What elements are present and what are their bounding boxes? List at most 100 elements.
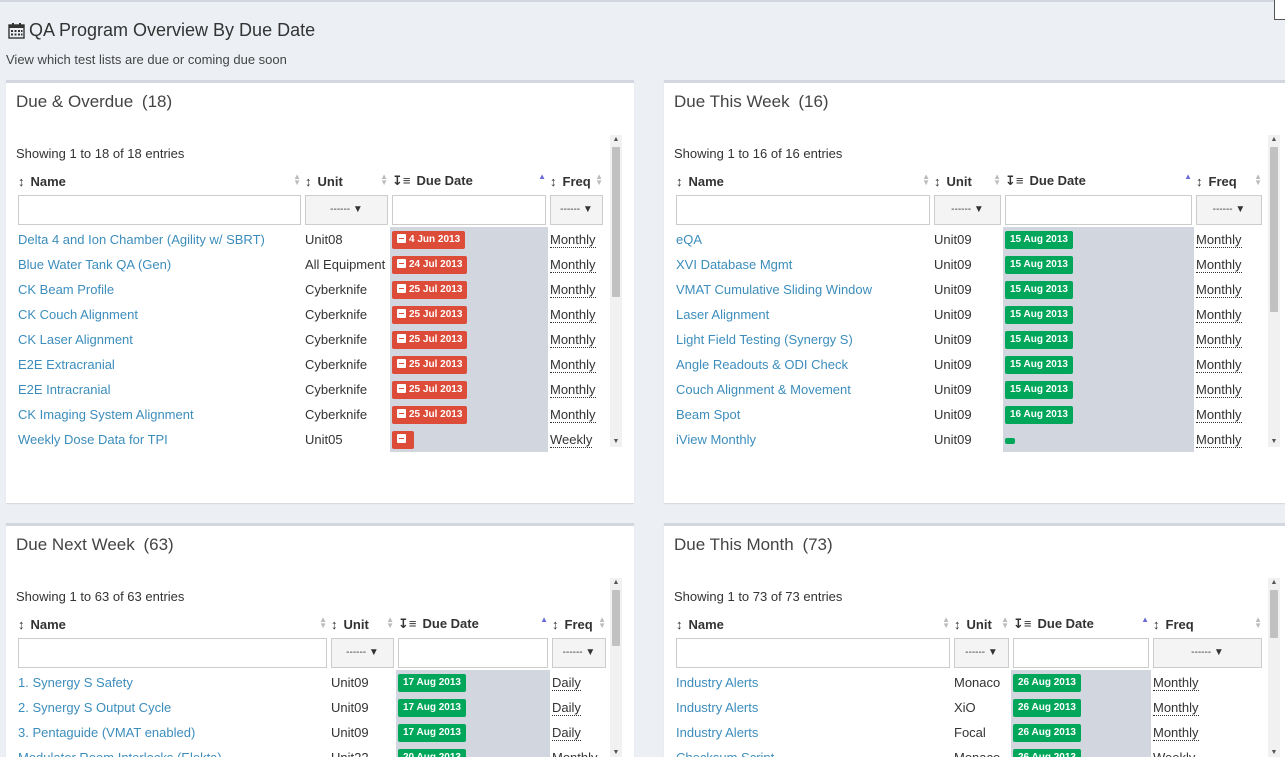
sort-ascending-icon: ▲ <box>538 172 546 181</box>
unit-filter-dropdown[interactable]: ------ ▼ <box>954 638 1009 668</box>
scrollbar-thumb[interactable] <box>1270 147 1278 312</box>
sort-arrows-icon: ▲ ▼ <box>1001 615 1009 630</box>
column-header-name[interactable]: ↕ Name ▲ ▼ <box>16 169 303 193</box>
column-header-freq[interactable]: ↕ Freq ▲ ▼ <box>1194 169 1264 193</box>
test-list-link[interactable]: CK Imaging System Alignment <box>18 407 194 422</box>
scroll-down-arrow-icon[interactable]: ▼ <box>612 438 620 445</box>
scroll-up-arrow-icon[interactable]: ▲ <box>1270 579 1278 586</box>
cell-due-date: 4 Jun 2013 <box>390 227 548 252</box>
cell-due-date: 17 Aug 2013 <box>396 695 550 720</box>
test-list-link[interactable]: Modulator Room Interlocks (Elekta) <box>18 750 222 757</box>
cell-unit: Focal <box>954 725 986 740</box>
test-list-link[interactable]: iView Monthly <box>676 432 756 447</box>
test-list-link[interactable]: Checksum Script <box>676 750 774 757</box>
column-header-unit[interactable]: ↕ Unit ▲ ▼ <box>932 169 1003 193</box>
due-date-filter-input[interactable] <box>398 638 548 668</box>
scroll-down-arrow-icon[interactable]: ▼ <box>612 749 620 756</box>
test-list-link[interactable]: E2E Extracranial <box>18 357 115 372</box>
name-filter-input[interactable] <box>18 638 327 668</box>
test-list-link[interactable]: CK Laser Alignment <box>18 332 133 347</box>
vertical-scrollbar[interactable]: ▲ ▼ <box>1268 578 1280 757</box>
column-header-unit[interactable]: ↕ Unit ▲ ▼ <box>329 612 396 636</box>
test-list-link[interactable]: Delta 4 and Ion Chamber (Agility w/ SBRT… <box>18 232 265 247</box>
column-header-due-date[interactable]: ↧≡ Due Date ▲ <box>1011 612 1151 636</box>
vertical-scrollbar[interactable]: ▲ ▼ <box>610 578 622 757</box>
freq-filter-dropdown[interactable]: ------ ▼ <box>552 638 606 668</box>
test-list-link[interactable]: eQA <box>676 232 703 247</box>
freq-filter-dropdown[interactable]: ------ ▼ <box>1153 638 1262 668</box>
scroll-up-arrow-icon[interactable]: ▲ <box>612 579 620 586</box>
column-header-unit[interactable]: ↕ Unit ▲ ▼ <box>303 169 390 193</box>
due-date-badge: 15 Aug 2013 <box>1005 231 1073 249</box>
test-list-link[interactable]: 3. Pentaguide (VMAT enabled) <box>18 725 196 740</box>
freq-filter-dropdown[interactable]: ------ ▼ <box>1196 195 1262 225</box>
unit-filter-dropdown[interactable]: ------ ▼ <box>331 638 394 668</box>
column-header-freq[interactable]: ↕ Freq ▲ ▼ <box>548 169 605 193</box>
column-header-unit[interactable]: ↕ Unit ▲ ▼ <box>952 612 1011 636</box>
column-header-name[interactable]: ↕ Name ▲ ▼ <box>674 612 952 636</box>
cell-unit: Unit08 <box>305 232 343 247</box>
scrollbar-thumb[interactable] <box>612 590 620 646</box>
test-list-link[interactable]: Industry Alerts <box>676 700 759 715</box>
scroll-up-arrow-icon[interactable]: ▲ <box>612 136 620 143</box>
test-list-link[interactable]: 1. Synergy S Safety <box>18 675 133 690</box>
test-list-link[interactable]: XVI Database Mgmt <box>676 257 793 272</box>
entries-info: Showing 1 to 73 of 73 entries <box>674 589 843 604</box>
cell-name: Checksum Script <box>674 745 952 757</box>
test-list-link[interactable]: Beam Spot <box>676 407 741 422</box>
cell-freq: Monthly <box>548 227 605 252</box>
due-date-badge: 15 Aug 2013 <box>1005 306 1073 324</box>
name-filter-input[interactable] <box>676 638 950 668</box>
test-list-link[interactable]: Industry Alerts <box>676 675 759 690</box>
due-date-filter-input[interactable] <box>1013 638 1149 668</box>
due-date-filter-input[interactable] <box>392 195 546 225</box>
test-list-link[interactable]: Angle Readouts & ODI Check <box>676 357 848 372</box>
test-list-link[interactable]: Couch Alignment & Movement <box>676 382 851 397</box>
cell-name: Laser Alignment <box>674 302 932 327</box>
freq-filter-dropdown[interactable]: ------ ▼ <box>550 195 603 225</box>
column-header-freq[interactable]: ↕ Freq ▲ ▼ <box>1151 612 1264 636</box>
frequency-label: Monthly <box>1196 257 1242 273</box>
vertical-scrollbar[interactable]: ▲ ▼ <box>1268 135 1280 447</box>
test-list-link[interactable]: CK Beam Profile <box>18 282 115 297</box>
frequency-label: Monthly <box>1196 232 1242 248</box>
scrollbar-thumb[interactable] <box>1270 590 1278 638</box>
cell-freq: Daily <box>550 695 608 720</box>
test-list-link[interactable]: Weekly Dose Data for TPI <box>18 432 168 447</box>
name-filter-input[interactable] <box>18 195 301 225</box>
test-list-link[interactable]: 2. Synergy S Output Cycle <box>18 700 172 715</box>
name-filter-input[interactable] <box>676 195 930 225</box>
scroll-down-arrow-icon[interactable]: ▼ <box>1270 438 1278 445</box>
column-header-name[interactable]: ↕ Name ▲ ▼ <box>16 612 329 636</box>
caret-down-icon: ▼ <box>973 204 984 215</box>
test-list-link[interactable]: Light Field Testing (Synergy S) <box>676 332 853 347</box>
cell-unit: Unit09 <box>331 675 369 690</box>
column-header-due-date[interactable]: ↧≡ Due Date ▲ <box>396 612 550 636</box>
cell-due-date: 20 Aug 2013 <box>396 745 550 757</box>
scrollbar-thumb[interactable] <box>612 147 620 297</box>
cell-unit: Monaco <box>954 675 1001 690</box>
test-list-link[interactable]: Industry Alerts <box>676 725 759 740</box>
column-header-due-date[interactable]: ↧≡ Due Date ▲ <box>1003 169 1194 193</box>
test-list-link[interactable]: E2E Intracranial <box>18 382 111 397</box>
scroll-down-arrow-icon[interactable]: ▼ <box>1270 749 1278 756</box>
unit-filter-dropdown[interactable]: ------ ▼ <box>305 195 388 225</box>
cell-unit: Unit09 <box>934 407 972 422</box>
unit-filter-dropdown[interactable]: ------ ▼ <box>934 195 1001 225</box>
test-list-link[interactable]: Laser Alignment <box>676 307 770 322</box>
test-list-link[interactable]: VMAT Cumulative Sliding Window <box>676 282 873 297</box>
cell-unit: Unit09 <box>934 232 972 247</box>
cell-freq: Monthly <box>550 745 608 757</box>
scroll-up-arrow-icon[interactable]: ▲ <box>1270 136 1278 143</box>
vertical-scrollbar[interactable]: ▲ ▼ <box>610 135 622 447</box>
table-row: Beam Spot Unit09 16 Aug 2013 Monthly <box>674 402 1264 427</box>
frequency-label: Monthly <box>1153 725 1199 741</box>
column-header-due-date[interactable]: ↧≡ Due Date ▲ <box>390 169 548 193</box>
panel-due-next-week: Due Next Week (63) Showing 1 to 63 of 63 … <box>6 523 634 757</box>
column-header-name[interactable]: ↕ Name ▲ ▼ <box>674 169 932 193</box>
column-header-freq[interactable]: ↕ Freq ▲ ▼ <box>550 612 608 636</box>
test-list-link[interactable]: CK Couch Alignment <box>18 307 138 322</box>
test-list-link[interactable]: Blue Water Tank QA (Gen) <box>18 257 172 272</box>
due-date-filter-input[interactable] <box>1005 195 1192 225</box>
dropdown-value: ------ <box>330 204 351 215</box>
